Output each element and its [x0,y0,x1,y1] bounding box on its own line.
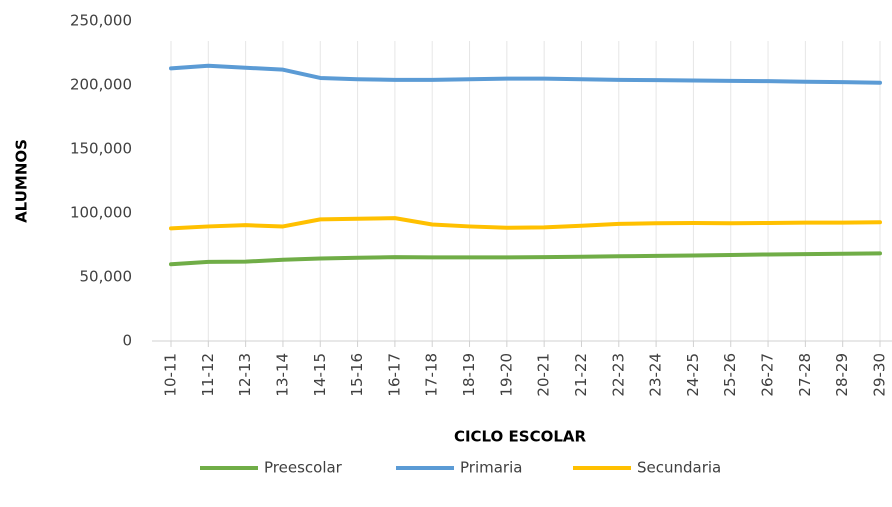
line-series [169,251,882,267]
x-tick-label: 23-24 [647,353,665,397]
x-tick-label: 10-11 [162,353,180,397]
y-tick-label: 250,000 [70,12,132,30]
x-tick-label: 21-22 [572,353,590,397]
x-tick-label: 29-30 [871,353,889,397]
x-tick-label: 28-29 [833,353,851,397]
x-tick-label: 18-19 [460,353,478,397]
x-tick-label: 19-20 [497,353,515,397]
x-axis-title: CICLO ESCOLAR [454,428,587,446]
y-tick-label: 150,000 [70,140,132,158]
x-tick-label: 13-14 [273,353,291,397]
line-series [169,63,882,85]
x-tick-label: 27-28 [796,353,814,397]
y-tick-label: 0 [122,332,132,350]
x-tick-label: 16-17 [385,353,403,397]
x-tick-label: 25-26 [721,353,739,397]
y-tick-label: 200,000 [70,76,132,94]
x-tick-label: 11-12 [199,353,217,397]
x-tick-label: 22-23 [609,353,627,397]
x-tick-label: 20-21 [535,353,553,397]
line-series [169,216,882,231]
legend-label: Preescolar [264,459,343,477]
x-tick-label: 12-13 [236,353,254,397]
x-tick-label: 15-16 [348,353,366,397]
x-tick-label: 17-18 [423,353,441,397]
y-tick-label: 50,000 [80,268,133,286]
y-axis-title: ALUMNOS [13,139,31,223]
legend-label: Secundaria [637,459,721,477]
legend-label: Primaria [460,459,522,477]
x-tick-label: 24-25 [684,353,702,397]
y-tick-label: 100,000 [70,204,132,222]
x-tick-label: 26-27 [759,353,777,397]
x-tick-label: 14-15 [311,353,329,397]
